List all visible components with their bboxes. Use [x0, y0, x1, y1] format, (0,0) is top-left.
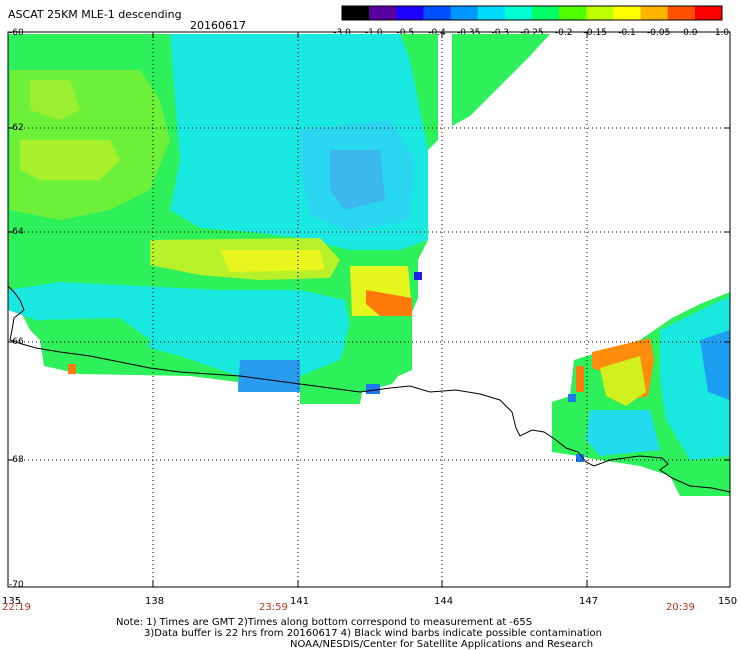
note-line-2: 3)Data buffer is 22 hrs from 20160617 4)… — [144, 628, 602, 639]
colorbar-swatch — [369, 6, 397, 20]
patch-blue-east — [700, 330, 730, 400]
swath-northeast — [452, 34, 550, 126]
lat-label-64: -64 — [9, 227, 24, 237]
colorbar-tick-label: -0.4 — [428, 28, 446, 38]
product-date: 20160617 — [190, 19, 246, 32]
graticule — [8, 32, 730, 587]
colorbar-tick-labels: -3.0 -1.0 -0.5 -0.4 -0.35 -0.3 -0.25 -0.2 -0.15 -… — [333, 28, 729, 38]
note-line-1: Note: 1) Times are GMT 2)Times along bot… — [116, 617, 533, 628]
patch-blue-south — [238, 360, 300, 392]
lat-label-60: -60 — [9, 28, 24, 38]
patch-green-sw — [40, 318, 150, 372]
colorbar-tick-label: -3.0 — [333, 28, 351, 38]
colorbar-tick-label: -0.35 — [457, 28, 480, 38]
map-frame — [7, 31, 731, 588]
patch-yellowgreen-nw — [30, 80, 80, 120]
colorbar-swatch — [532, 6, 560, 20]
colorbar-tick-label: -0.5 — [397, 28, 415, 38]
colorbar-swatch — [450, 6, 479, 20]
colorbar-swatch — [694, 6, 723, 20]
frame-ticks — [7, 31, 731, 588]
lon-label-147: 147 — [579, 596, 599, 607]
colorbar-tick-label: -0.3 — [492, 28, 510, 38]
colorbar-swatch — [504, 6, 533, 20]
patch-blue-pixel-east — [568, 394, 576, 402]
patch-teal-spot — [330, 150, 385, 210]
colorbar-swatch — [586, 6, 614, 20]
patch-darkblue-pixel — [414, 272, 422, 280]
patch-cyan-south — [8, 282, 350, 376]
colorbar-swatch — [640, 6, 669, 20]
colorbar-swatch — [559, 6, 587, 20]
product-title: ASCAT 25KM MLE-1 descending — [8, 8, 182, 21]
time-label-west: 22:19 — [2, 602, 31, 613]
colorbar-tick-label: 1.0 — [715, 28, 730, 38]
colorbar-swatch — [342, 6, 370, 20]
patch-blue-pixel-southeast — [576, 454, 584, 462]
wind-field-layer — [8, 34, 730, 496]
colorbar-tick-label: -0.1 — [618, 28, 636, 38]
coastline — [7, 285, 731, 493]
band-yellow — [220, 250, 325, 272]
lon-label-138: 138 — [145, 596, 165, 607]
lon-label-135: 135 — [2, 596, 22, 607]
colorbar-swatch — [423, 6, 452, 20]
colorbar-swatch — [613, 6, 642, 20]
patch-yellowgreen-north — [20, 140, 120, 180]
colorbar-tick-label: -0.05 — [647, 28, 670, 38]
patch-blue-pixel-south — [366, 384, 380, 394]
colorbar-swatches — [341, 5, 723, 21]
colorbar-tick-label: 0.0 — [683, 28, 698, 38]
patch-orange-hotspot — [366, 290, 412, 316]
lat-label-62: -62 — [9, 123, 24, 133]
colorbar-swatch — [477, 6, 506, 20]
patch-green-east — [345, 316, 412, 384]
lon-label-141: 141 — [290, 596, 310, 607]
lat-label-68: -68 — [9, 455, 24, 465]
colorbar-swatch — [396, 6, 424, 20]
colorbar-border — [341, 5, 723, 21]
patch-yellow-east — [600, 356, 646, 406]
patch-orange-pixel-sw — [68, 364, 76, 374]
lat-label-70: -70 — [9, 580, 24, 590]
time-label-center: 23:59 — [259, 602, 288, 613]
patch-cyan-southeast — [586, 410, 660, 456]
colorbar-swatch — [667, 6, 696, 20]
colorbar-tick-label: -0.15 — [584, 28, 607, 38]
note-line-3: NOAA/NESDIS/Center for Satellite Applica… — [290, 639, 594, 650]
colorbar-tick-label: -0.25 — [520, 28, 543, 38]
lat-label-66: -66 — [9, 337, 24, 347]
patch-orange-pixel-east — [576, 366, 584, 392]
lon-label-144: 144 — [434, 596, 454, 607]
time-label-east: 20:39 — [666, 602, 695, 613]
lon-label-150: 150 — [718, 596, 738, 607]
colorbar-tick-label: -1.0 — [365, 28, 383, 38]
colorbar-tick-label: -0.2 — [555, 28, 573, 38]
colorbar: -3.0 -1.0 -0.5 -0.4 -0.35 -0.3 -0.25 -0.2 -0.15 -… — [333, 5, 729, 38]
